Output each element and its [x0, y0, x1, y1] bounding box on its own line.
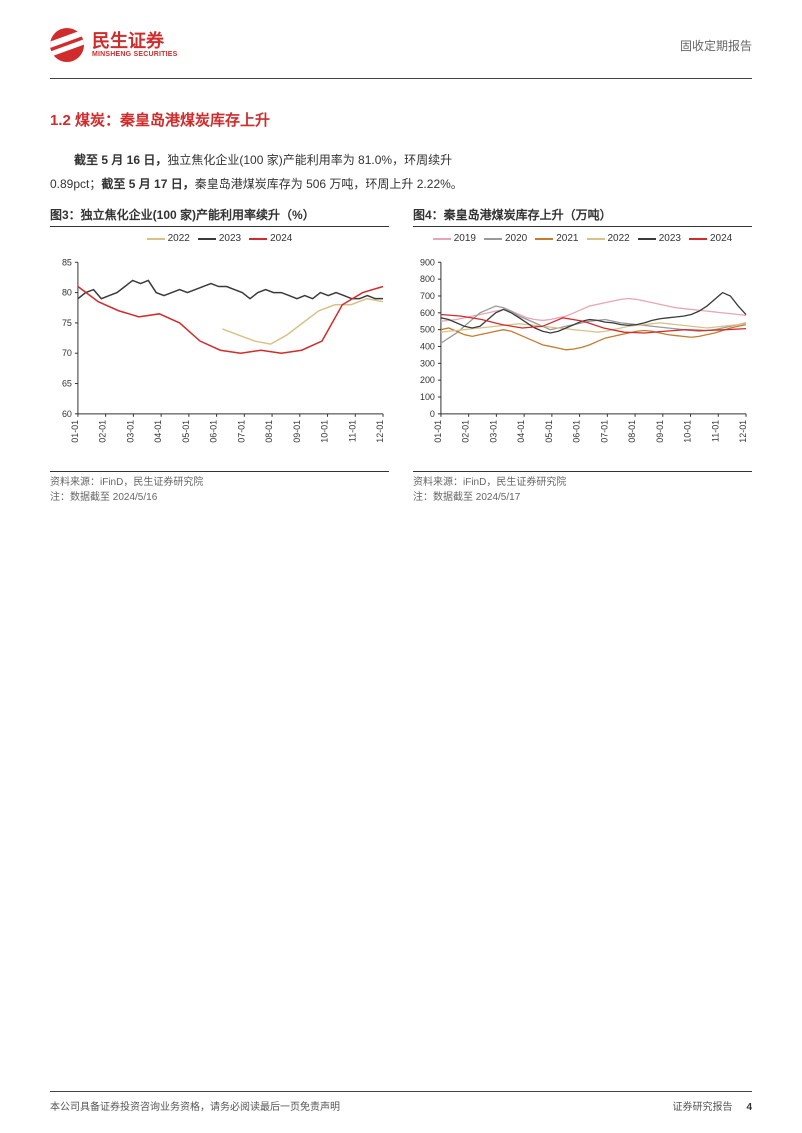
- legend-item: 2020: [484, 233, 527, 244]
- svg-text:75: 75: [62, 318, 72, 328]
- svg-text:05-01: 05-01: [181, 420, 191, 443]
- body-text-2a: 0.89pct；: [50, 177, 101, 191]
- chart-4-svg: 0 100 200 300 400 500 600 700 800 900 01-01 02-01 03…: [413, 248, 752, 468]
- svg-text:900: 900: [420, 257, 435, 267]
- svg-text:500: 500: [420, 325, 435, 335]
- chart-3-svg: 60 65 70 75 80 85 01-01 02-01 03-01 04-01 05-01 06-…: [50, 248, 389, 468]
- logo-icon: [50, 28, 84, 62]
- legend-item: 2024: [249, 233, 292, 244]
- svg-text:01-01: 01-01: [70, 420, 80, 443]
- body-bold-1: 截至 5 月 16 日，: [74, 153, 167, 167]
- section-title-text: 煤炭：秦皇岛港煤炭库存上升: [75, 112, 270, 129]
- legend-item: 2023: [638, 233, 681, 244]
- svg-text:60: 60: [62, 409, 72, 419]
- chart-3-source-text: 资料来源：iFinD，民生证券研究院: [50, 475, 389, 490]
- svg-text:10-01: 10-01: [683, 420, 693, 443]
- svg-text:03-01: 03-01: [125, 420, 135, 443]
- page-number: 4: [746, 1102, 752, 1113]
- chart-3-title: 图3：独立焦化企业(100 家)产能利用率续升（%）: [50, 206, 389, 227]
- footer-divider: [50, 1091, 752, 1092]
- svg-text:11-01: 11-01: [710, 420, 720, 442]
- body-text-1: 独立焦化企业(100 家)产能利用率为 81.0%，环周续升: [167, 153, 452, 167]
- chart-4-source-text: 资料来源：iFinD，民生证券研究院: [413, 475, 752, 490]
- svg-text:05-01: 05-01: [544, 420, 554, 443]
- svg-text:01-01: 01-01: [433, 420, 443, 443]
- svg-text:08-01: 08-01: [264, 420, 274, 443]
- svg-text:08-01: 08-01: [627, 420, 637, 443]
- chart-4-title: 图4：秦皇岛港煤炭库存上升（万吨）: [413, 206, 752, 227]
- header-divider: [50, 78, 752, 79]
- svg-text:11-01: 11-01: [347, 420, 357, 442]
- svg-text:09-01: 09-01: [292, 420, 302, 443]
- svg-text:06-01: 06-01: [209, 420, 219, 443]
- chart-4-legend: 2019 2020 2021 2022 2023 2024: [413, 233, 752, 244]
- svg-text:0: 0: [430, 409, 435, 419]
- body-text-2b: 秦皇岛港煤炭库存为 506 万吨，环周上升 2.22%。: [195, 177, 463, 191]
- svg-text:02-01: 02-01: [461, 420, 471, 443]
- legend-item: 2019: [433, 233, 476, 244]
- charts-container: 图3：独立焦化企业(100 家)产能利用率续升（%） 202220232024 …: [50, 206, 752, 505]
- chart-4-block: 图4：秦皇岛港煤炭库存上升（万吨） 2019202020212022202320…: [413, 206, 752, 505]
- chart-3-block: 图3：独立焦化企业(100 家)产能利用率续升（%） 202220232024 …: [50, 206, 389, 505]
- legend-item: 2024: [689, 233, 732, 244]
- svg-text:400: 400: [420, 341, 435, 351]
- company-name-en: MINSHENG SECURITIES: [92, 51, 177, 58]
- legend-item: 2022: [587, 233, 630, 244]
- svg-text:12-01: 12-01: [375, 420, 385, 443]
- svg-text:300: 300: [420, 358, 435, 368]
- svg-text:70: 70: [62, 348, 72, 358]
- svg-text:80: 80: [62, 288, 72, 298]
- svg-text:200: 200: [420, 375, 435, 385]
- body-paragraph: 截至 5 月 16 日，独立焦化企业(100 家)产能利用率为 81.0%，环周…: [50, 148, 752, 196]
- footer-report-label: 证券研究报告: [673, 1102, 733, 1113]
- legend-item: 2023: [198, 233, 241, 244]
- section-heading: 1.2 煤炭：秦皇岛港煤炭库存上升: [50, 109, 752, 130]
- svg-text:03-01: 03-01: [488, 420, 498, 443]
- svg-text:02-01: 02-01: [98, 420, 108, 443]
- svg-text:07-01: 07-01: [599, 420, 609, 443]
- chart-3-source: 资料来源：iFinD，民生证券研究院 注：数据截至 2024/5/16: [50, 471, 389, 505]
- company-name-cn: 民生证券: [92, 32, 177, 51]
- page-footer: 本公司具备证券投资咨询业务资格，请务必阅读最后一页免责声明 证券研究报告 4: [0, 1091, 802, 1113]
- body-bold-2: 截至 5 月 17 日，: [101, 177, 194, 191]
- svg-text:10-01: 10-01: [320, 420, 330, 443]
- svg-text:600: 600: [420, 308, 435, 318]
- company-logo: 民生证券 MINSHENG SECURITIES: [50, 28, 177, 62]
- svg-text:100: 100: [420, 392, 435, 402]
- chart-4-source: 资料来源：iFinD，民生证券研究院 注：数据截至 2024/5/17: [413, 471, 752, 505]
- section-number: 1.2: [50, 112, 71, 129]
- footer-disclaimer: 本公司具备证券投资咨询业务资格，请务必阅读最后一页免责声明: [50, 1098, 340, 1113]
- legend-item: 2021: [535, 233, 578, 244]
- chart-3-legend: 2022 2023 2024: [50, 233, 389, 244]
- svg-text:85: 85: [62, 257, 72, 267]
- chart-4-note: 注：数据截至 2024/5/17: [413, 490, 752, 505]
- svg-text:800: 800: [420, 274, 435, 284]
- svg-text:700: 700: [420, 291, 435, 301]
- chart-3-note: 注：数据截至 2024/5/16: [50, 490, 389, 505]
- svg-text:12-01: 12-01: [738, 420, 748, 443]
- svg-text:06-01: 06-01: [572, 420, 582, 443]
- legend-item: 2022: [147, 233, 190, 244]
- svg-text:09-01: 09-01: [655, 420, 665, 443]
- svg-text:65: 65: [62, 379, 72, 389]
- svg-text:07-01: 07-01: [236, 420, 246, 443]
- page-header: 民生证券 MINSHENG SECURITIES 固收定期报告: [0, 0, 802, 72]
- svg-text:04-01: 04-01: [153, 420, 163, 443]
- svg-text:04-01: 04-01: [516, 420, 526, 443]
- report-type: 固收定期报告: [680, 37, 752, 54]
